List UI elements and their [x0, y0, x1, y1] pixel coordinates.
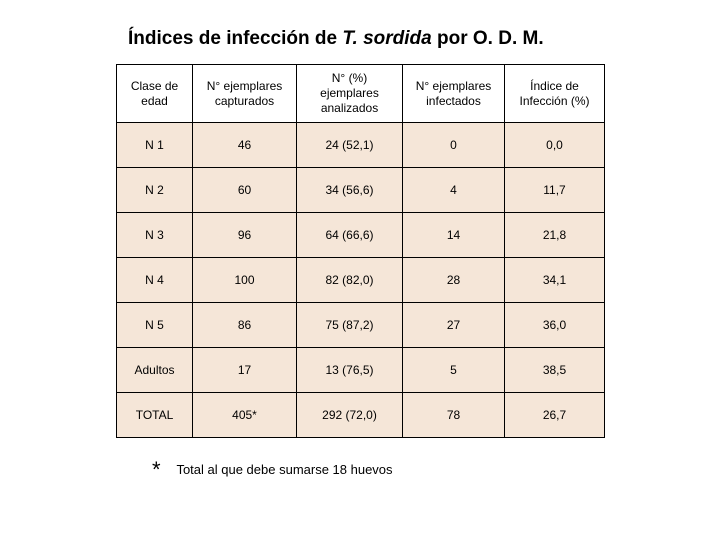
- cell: 11,7: [505, 168, 605, 213]
- table-row: Adultos 17 13 (76,5) 5 38,5: [117, 348, 605, 393]
- cell: N 4: [117, 258, 193, 303]
- cell: Adultos: [117, 348, 193, 393]
- cell: 0: [403, 123, 505, 168]
- col-header: N° (%) ejemplares analizados: [297, 65, 403, 123]
- cell: 96: [193, 213, 297, 258]
- cell: 5: [403, 348, 505, 393]
- cell: 0,0: [505, 123, 605, 168]
- cell: 78: [403, 393, 505, 438]
- cell: 14: [403, 213, 505, 258]
- page-title: Índices de infección de T. sordida por O…: [128, 28, 720, 50]
- table-row: N 5 86 75 (87,2) 27 36,0: [117, 303, 605, 348]
- footnote-marker: *: [152, 463, 161, 476]
- title-suffix: por O. D. M.: [432, 28, 544, 49]
- cell: 86: [193, 303, 297, 348]
- cell: 60: [193, 168, 297, 213]
- cell: N 5: [117, 303, 193, 348]
- table-body: N 1 46 24 (52,1) 0 0,0 N 2 60 34 (56,6) …: [117, 123, 605, 438]
- cell: 26,7: [505, 393, 605, 438]
- table-row: N 1 46 24 (52,1) 0 0,0: [117, 123, 605, 168]
- table-header-row: Clase de edad N° ejemplares capturados N…: [117, 65, 605, 123]
- cell: 64 (66,6): [297, 213, 403, 258]
- cell: TOTAL: [117, 393, 193, 438]
- cell: 75 (87,2): [297, 303, 403, 348]
- col-header: Índice de Infección (%): [505, 65, 605, 123]
- cell: 405*: [193, 393, 297, 438]
- infection-table-wrap: Clase de edad N° ejemplares capturados N…: [116, 64, 604, 438]
- cell: 34,1: [505, 258, 605, 303]
- col-header: N° ejemplares infectados: [403, 65, 505, 123]
- col-header: N° ejemplares capturados: [193, 65, 297, 123]
- table-row-total: TOTAL 405* 292 (72,0) 78 26,7: [117, 393, 605, 438]
- table-row: N 4 100 82 (82,0) 28 34,1: [117, 258, 605, 303]
- table-row: N 3 96 64 (66,6) 14 21,8: [117, 213, 605, 258]
- cell: 28: [403, 258, 505, 303]
- cell: N 3: [117, 213, 193, 258]
- cell: 38,5: [505, 348, 605, 393]
- cell: 82 (82,0): [297, 258, 403, 303]
- cell: 17: [193, 348, 297, 393]
- cell: N 1: [117, 123, 193, 168]
- footnote-text: Total al que debe sumarse 18 huevos: [176, 462, 392, 477]
- cell: 36,0: [505, 303, 605, 348]
- cell: 34 (56,6): [297, 168, 403, 213]
- cell: N 2: [117, 168, 193, 213]
- cell: 4: [403, 168, 505, 213]
- col-header: Clase de edad: [117, 65, 193, 123]
- table-row: N 2 60 34 (56,6) 4 11,7: [117, 168, 605, 213]
- cell: 24 (52,1): [297, 123, 403, 168]
- cell: 100: [193, 258, 297, 303]
- title-italic: T. sordida: [342, 28, 431, 49]
- cell: 21,8: [505, 213, 605, 258]
- cell: 27: [403, 303, 505, 348]
- infection-table: Clase de edad N° ejemplares capturados N…: [116, 64, 605, 438]
- cell: 292 (72,0): [297, 393, 403, 438]
- cell: 13 (76,5): [297, 348, 403, 393]
- page-root: Índices de infección de T. sordida por O…: [0, 0, 720, 540]
- title-prefix: Índices de infección de: [128, 28, 342, 49]
- footnote: * Total al que debe sumarse 18 huevos: [152, 460, 720, 477]
- cell: 46: [193, 123, 297, 168]
